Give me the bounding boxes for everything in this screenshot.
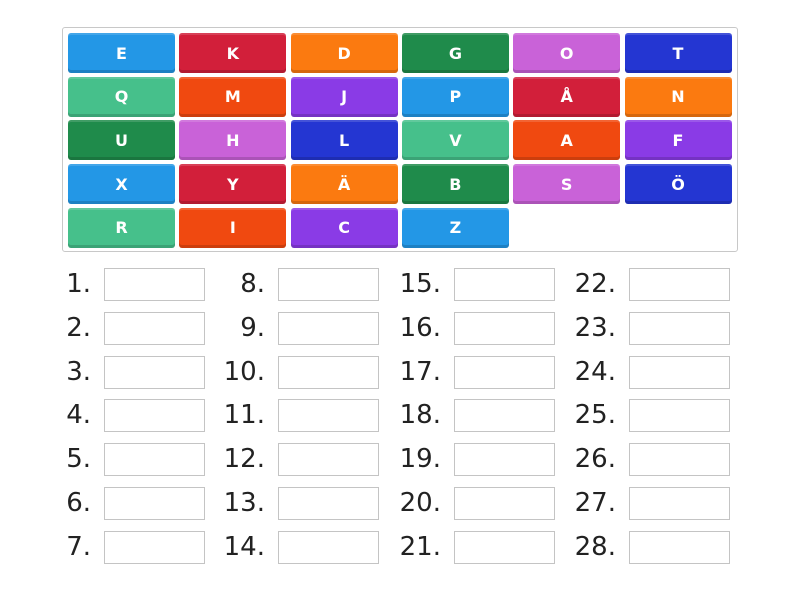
letter-tile[interactable]: P [401, 76, 509, 117]
slot-number: 23. [574, 312, 616, 343]
answer-slot[interactable] [278, 487, 379, 520]
slot-number: 19. [399, 444, 441, 475]
slot-number: 16. [399, 312, 441, 343]
letter-tile[interactable]: T [624, 33, 732, 73]
letter-tile[interactable]: G [401, 33, 509, 73]
slot-number: 9. [240, 312, 265, 343]
letter-tile[interactable]: M [179, 76, 287, 117]
slot-number: 24. [574, 356, 616, 387]
answer-slot[interactable] [104, 399, 205, 433]
answer-slot[interactable] [278, 399, 379, 433]
answer-slot[interactable] [454, 311, 555, 345]
letter-tile[interactable]: R [68, 207, 175, 248]
answer-slot[interactable] [629, 399, 730, 433]
answer-slot[interactable] [454, 355, 555, 389]
letter-tile[interactable]: O [513, 33, 621, 73]
letter-tile[interactable]: Ä [290, 164, 398, 205]
slot-number: 10. [223, 356, 265, 387]
letter-tile[interactable]: X [68, 164, 175, 205]
answer-slot[interactable] [629, 268, 730, 301]
letter-tile[interactable]: A [513, 120, 621, 161]
slot-number: 15. [399, 269, 441, 299]
answer-slot[interactable] [104, 443, 205, 477]
letter-tile[interactable]: Z [401, 207, 509, 248]
slot-number: 2. [66, 312, 91, 343]
slot-number: 1. [66, 269, 91, 299]
letter-tile[interactable]: N [624, 76, 732, 117]
slot-number: 14. [223, 531, 265, 562]
letter-tile[interactable]: U [68, 120, 175, 161]
slot-number: 6. [66, 488, 91, 518]
answer-slot[interactable] [454, 487, 555, 520]
letter-tile[interactable]: Ö [624, 164, 732, 205]
slot-number: 7. [66, 531, 91, 562]
slot-number: 4. [66, 400, 91, 431]
letter-tile[interactable]: F [624, 120, 732, 161]
answer-slot[interactable] [278, 311, 379, 345]
letter-tile[interactable]: S [513, 164, 621, 205]
letter-tile[interactable]: D [290, 33, 398, 73]
slot-number: 22. [574, 269, 616, 299]
slot-number: 17. [399, 356, 441, 387]
answer-slot[interactable] [278, 355, 379, 389]
slot-number: 8. [240, 269, 265, 299]
slot-number: 28. [574, 531, 616, 562]
slot-number: 12. [223, 444, 265, 475]
letter-tile[interactable]: B [401, 164, 509, 205]
letter-tile[interactable]: E [68, 33, 175, 73]
answer-slot[interactable] [278, 530, 379, 564]
letter-tile[interactable]: J [290, 76, 398, 117]
letter-tile[interactable]: V [401, 120, 509, 161]
answer-slot[interactable] [454, 399, 555, 433]
slot-number: 25. [574, 400, 616, 431]
answer-slot[interactable] [629, 487, 730, 520]
answer-slot[interactable] [454, 530, 555, 564]
slot-number: 3. [66, 356, 91, 387]
letter-tile[interactable]: K [179, 33, 287, 73]
slot-number: 11. [223, 400, 265, 431]
answer-slot[interactable] [629, 530, 730, 564]
slot-number: 26. [574, 444, 616, 475]
answer-slot[interactable] [104, 355, 205, 389]
slot-number: 20. [399, 488, 441, 518]
answer-slot[interactable] [278, 443, 379, 477]
letter-tile[interactable]: Q [68, 76, 175, 117]
letter-tile[interactable]: C [290, 207, 398, 248]
letter-tile[interactable]: H [179, 120, 287, 161]
answer-slot[interactable] [629, 355, 730, 389]
letter-tile[interactable]: Å [513, 76, 621, 117]
letter-tile[interactable]: I [179, 207, 287, 248]
slot-number: 13. [223, 488, 265, 518]
answer-slot[interactable] [454, 268, 555, 301]
letter-tile[interactable]: L [290, 120, 398, 161]
slot-number: 27. [574, 488, 616, 518]
answer-slot[interactable] [104, 268, 205, 301]
answer-slot[interactable] [278, 268, 379, 301]
answer-slot[interactable] [629, 311, 730, 345]
answer-slot[interactable] [104, 530, 205, 564]
answer-slot[interactable] [454, 443, 555, 477]
answer-slot[interactable] [629, 443, 730, 477]
slot-number: 5. [66, 444, 91, 475]
letter-tile[interactable]: Y [179, 164, 287, 205]
answer-slot[interactable] [104, 487, 205, 520]
slot-number: 21. [399, 531, 441, 562]
answer-slot[interactable] [104, 311, 205, 345]
slot-number: 18. [399, 400, 441, 431]
